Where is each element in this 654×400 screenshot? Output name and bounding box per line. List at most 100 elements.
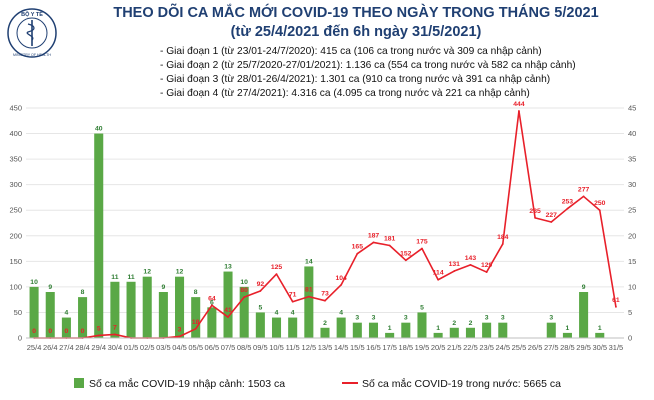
right-y-tick-label: 40 [628,129,636,138]
imported-bar [352,322,362,338]
domestic-point [356,252,359,255]
x-tick-label: 21/5 [447,343,462,352]
domestic-point [566,207,569,210]
phase-summary-item: - Giai đoạn 3 (từ 28/01-26/4/2021): 1.30… [160,74,551,85]
domestic-point-label: 131 [449,261,461,268]
imported-bar-label: 8 [81,289,85,296]
left-y-tick-label: 400 [9,129,22,138]
domestic-point [340,283,343,286]
domestic-point-label: 181 [384,235,396,242]
domestic-point-label: 165 [352,244,364,251]
imported-bar [110,281,120,338]
imported-bar-label: 5 [258,304,262,311]
domestic-point-label: 0 [32,328,36,335]
imported-bar [126,281,136,338]
x-tick-label: 17/5 [382,343,397,352]
imported-bar-label: 6 [210,299,214,306]
domestic-point-label: 64 [208,295,216,302]
phase-summary-item: - Giai đoạn 4 (từ 27/4/2021): 4.316 ca (… [160,88,530,99]
imported-bar [158,292,168,338]
logo-bottom-text: MINISTRY OF HEALTH [13,53,51,57]
left-y-tick-label: 250 [9,206,22,215]
imported-bar-label: 11 [111,274,118,281]
x-tick-label: 28/4 [75,343,90,352]
imported-bar-label: 2 [452,320,456,327]
imported-bar [223,271,233,338]
domestic-point [501,243,504,245]
imported-bar-label: 1 [388,325,392,332]
right-y-tick-label: 45 [628,104,636,113]
imported-bar-label: 12 [143,269,151,276]
imported-bar [482,322,492,338]
x-tick-label: 22/5 [463,343,478,352]
x-tick-label: 03/5 [156,343,171,352]
imported-bar-label: 12 [176,269,184,276]
domestic-point-label: 152 [400,250,412,257]
imported-bar [239,286,249,338]
left-y-tick-label: 0 [18,334,22,343]
chart-gridlines [26,107,624,339]
chart-subtitle: (từ 25/4/2021 đến 6h ngày 31/5/2021) [230,24,482,40]
domestic-point [113,333,116,336]
imported-bar [175,276,185,338]
legend-imported-label: Số ca mắc COVID-19 nhập cảnh: 1503 ca [89,377,285,390]
domestic-point-label: 227 [546,212,558,219]
domestic-point-label: 175 [416,239,428,246]
x-tick-label: 08/5 [237,343,252,352]
domestic-point [469,264,472,266]
imported-bar-label: 40 [95,126,103,133]
x-tick-label: 27/4 [59,343,74,352]
domestic-point [550,221,553,223]
domestic-point-label: 104 [335,275,347,282]
imported-bar-label: 2 [323,320,327,327]
x-tick-label: 25/4 [27,343,42,352]
imported-bar-label: 4 [275,310,279,317]
right-y-tick-label: 30 [628,180,636,189]
right-y-tick-label: 0 [628,334,632,343]
domestic-point-label: 250 [594,200,606,207]
imported-bar [449,327,459,338]
domestic-point-label: 81 [305,287,313,294]
domestic-point [534,216,537,219]
left-y-tick-label: 300 [9,180,22,189]
domestic-point-label: 125 [271,264,283,271]
x-tick-label: 02/5 [140,343,155,352]
imported-bar-label: 1 [566,325,570,332]
imported-bar [304,266,314,338]
x-tick-label: 18/5 [399,343,414,352]
domestic-cases-line [33,110,617,339]
right-y-tick-label: 20 [628,231,636,240]
x-tick-label: 24/5 [495,343,510,352]
imported-bar [29,286,39,338]
domestic-point [518,110,520,112]
imported-cases-bars [29,133,605,338]
x-tick-label: 30/4 [108,343,123,352]
domestic-point-label: 0 [48,328,52,335]
imported-bar-label: 10 [240,279,248,286]
imported-bar [78,297,88,338]
right-y-tick-label: 15 [628,257,636,266]
left-y-tick-label: 450 [9,104,22,113]
right-y-tick-label: 35 [628,155,636,164]
legend-bar-swatch [74,378,84,388]
domestic-point-label: 253 [562,199,574,206]
domestic-point-label: 0 [81,328,85,335]
imported-bar [546,322,556,338]
imported-bar [562,332,572,338]
right-y-tick-label: 10 [628,282,636,291]
imported-bar [595,332,605,338]
phase-summary-item: - Giai đoạn 2 (từ 25/7/2020-27/01/2021):… [160,60,576,71]
domestic-point-label: 277 [578,186,590,193]
domestic-point [421,247,423,250]
imported-bar-label: 3 [485,315,489,322]
imported-bar [401,322,411,338]
domestic-point [243,296,246,299]
x-tick-label: 09/5 [253,343,268,352]
imported-bar [417,312,427,338]
imported-bar [288,317,298,338]
imported-bar-label: 3 [404,315,408,322]
left-y-tick-label: 200 [9,231,22,240]
